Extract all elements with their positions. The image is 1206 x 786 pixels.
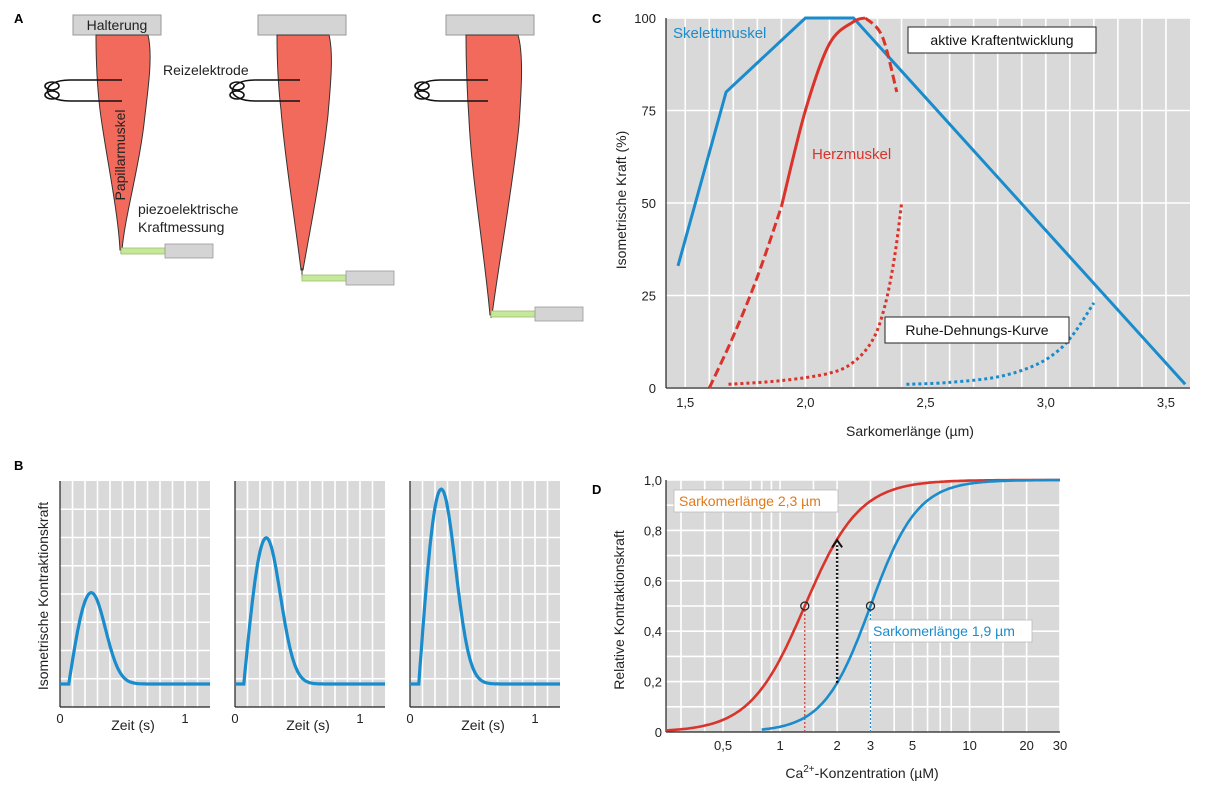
panel-b-xtick-1: 1: [181, 711, 188, 726]
legend-box-blue: [867, 619, 1033, 643]
papillary-muscle-2: [276, 34, 332, 271]
panel-d-ylabel: Relative Kontraktionskraft: [611, 530, 627, 690]
piezo-sensor-2: [301, 274, 347, 282]
panel-d-xtick-label: 10: [962, 738, 976, 753]
panel-d-xtick-label: 20: [1019, 738, 1033, 753]
panel-c-xlabel: Sarkomerlänge (µm): [846, 423, 974, 439]
panel-c-xtick-label: 1,5: [676, 395, 694, 410]
muscle-label: Papillarmuskel: [112, 109, 128, 200]
panel-c-ytick-label: 25: [642, 289, 656, 304]
panel-b-xlabel: Zeit (s): [111, 717, 155, 733]
panel-c-xtick-label: 3,5: [1157, 395, 1175, 410]
panel-c-chart: 1,5 2,0 2,5 3,0 3,5 0 25 50 75 100 Sarkomerlänge …: [613, 11, 1190, 439]
piezo-sensor-1: [120, 247, 166, 255]
panel-d-xtick-label: 2: [834, 738, 841, 753]
panel-b-twitch-curve-3: [410, 487, 560, 686]
legend-box-red: [673, 489, 839, 513]
panel-b-subplot-1: 0 1 Zeit (s): [56, 481, 210, 733]
panel-b-xlabel: Zeit (s): [286, 717, 330, 733]
panel-label-c: C: [592, 11, 602, 26]
panel-d-xtick-label: 30: [1053, 738, 1067, 753]
panel-c-xtick-label: 2,0: [796, 395, 814, 410]
panel-d-ytick-label: 0,6: [644, 574, 662, 589]
panel-d-xtick-label: 3: [867, 738, 874, 753]
label-resting-curve: Ruhe-Dehnungs-Kurve: [905, 322, 1048, 338]
panel-d-ytick-label: 0,2: [644, 675, 662, 690]
panel-d-xlabel: Ca2+-Konzentration (µM): [785, 764, 938, 781]
legend-label-red: Sarkomerlänge 2,3 µm: [679, 493, 821, 509]
panel-label-a: A: [14, 11, 24, 26]
sensor-base-1: [164, 243, 214, 259]
electrode-label: Reizelektrode: [163, 62, 249, 78]
panel-label-b: B: [14, 458, 23, 473]
panel-c-series-d9342b-dashed: [707, 206, 783, 389]
panel-d-ytick-label: 0,8: [644, 523, 662, 538]
panel-d-ytick-label: 1,0: [644, 473, 662, 488]
panel-c-ytick-label: 50: [642, 196, 656, 211]
xlabel-ca: Ca: [785, 765, 803, 781]
papillary-muscle-3: [465, 34, 523, 316]
label-skeletal-muscle: Skelettmuskel: [673, 25, 766, 42]
panel-b-twitch-curve-2: [235, 536, 385, 686]
panel-b-xlabel: Zeit (s): [461, 717, 505, 733]
panel-d-xtick-label: 1: [776, 738, 783, 753]
panel-b-xtick-0: 0: [406, 711, 413, 726]
panel-c-ytick-label: 0: [649, 381, 656, 396]
panel-d-xtick-label: 5: [909, 738, 916, 753]
electrode-3: [414, 79, 488, 102]
force-label-line1: piezoelektrische: [138, 201, 239, 217]
sensor-base-2: [345, 270, 395, 286]
legend-label-blue: Sarkomerlänge 1,9 µm: [873, 623, 1015, 639]
panel-c-ytick-label: 75: [642, 104, 656, 119]
panel-d-ec50-marker: [865, 601, 876, 611]
panel-b-xtick-1: 1: [531, 711, 538, 726]
panel-d-ytick-label: 0,4: [644, 624, 662, 639]
panel-b-ylabel: Isometrische Kontraktionskraft: [35, 502, 51, 690]
holder-2: [257, 14, 347, 36]
panel-d-tick-labels: 0,5 1 2 3 5 10 20 30 0 0,2 0,4 0,6 0,8 1,0: [644, 473, 1067, 753]
force-label-line2: Kraftmessung: [138, 219, 224, 235]
resting-curve-box: [884, 316, 1070, 344]
panel-b-twitch-curve-1: [60, 590, 210, 686]
holder-label: Halterung: [87, 17, 148, 33]
panel-d-chart: 0,5 1 2 3 5 10 20 30 0 0,2 0,4 0,6 0,8 1,0 Relative K…: [611, 473, 1067, 781]
active-force-box: [907, 26, 1097, 54]
panel-d-xtick-label: 0,5: [714, 738, 732, 753]
panel-b-subplot-3: 0 1 Zeit (s): [406, 481, 560, 733]
panel-c-xtick-label: 3,0: [1037, 395, 1055, 410]
holder-3: [445, 14, 535, 36]
panel-a-setup: Halterung Papillar: [44, 14, 584, 322]
panel-c-series-1a8ccc-dotted: [906, 302, 1096, 386]
label-cardiac-muscle: Herzmuskel: [812, 146, 891, 163]
panel-b-subplot-2: 0 1 Zeit (s): [231, 481, 385, 733]
panel-c-series-1a8ccc-solid: [676, 16, 1187, 386]
label-active-force: aktive Kraftentwicklung: [930, 32, 1073, 48]
electrode-2: [229, 79, 300, 102]
panel-c-series-d9342b-solid: [779, 16, 866, 208]
panel-c-series-d9342b-dashed: [864, 16, 899, 93]
panel-d-curve-blue: [761, 478, 1060, 731]
panel-b-twitches: 0 1 Zeit (s) 0 1 Zeit (s) 0 1 Zeit (s) Isometris…: [35, 481, 560, 733]
panel-d-ec50-marker: [800, 601, 810, 611]
electrode-1: [44, 79, 122, 102]
panel-b-xtick-0: 0: [56, 711, 63, 726]
xlabel-suffix: -Konzentration (µM): [815, 765, 939, 781]
panel-c-ylabel: Isometrische Kraft (%): [613, 131, 629, 269]
xlabel-sup: 2+: [803, 764, 815, 775]
panel-c-ytick-label: 100: [634, 11, 656, 26]
panel-b-xtick-0: 0: [231, 711, 238, 726]
panel-label-d: D: [592, 482, 601, 497]
panel-c-xtick-label: 2,5: [917, 395, 935, 410]
panel-c-series: [676, 16, 1187, 389]
panel-c-tick-labels: 1,5 2,0 2,5 3,0 3,5 0 25 50 75 100: [634, 11, 1175, 410]
panel-d-arrowhead: [831, 538, 843, 548]
panel-b-xtick-1: 1: [356, 711, 363, 726]
piezo-sensor-3: [490, 310, 536, 318]
panel-d-ytick-label: 0: [655, 725, 662, 740]
sensor-base-3: [534, 306, 584, 322]
